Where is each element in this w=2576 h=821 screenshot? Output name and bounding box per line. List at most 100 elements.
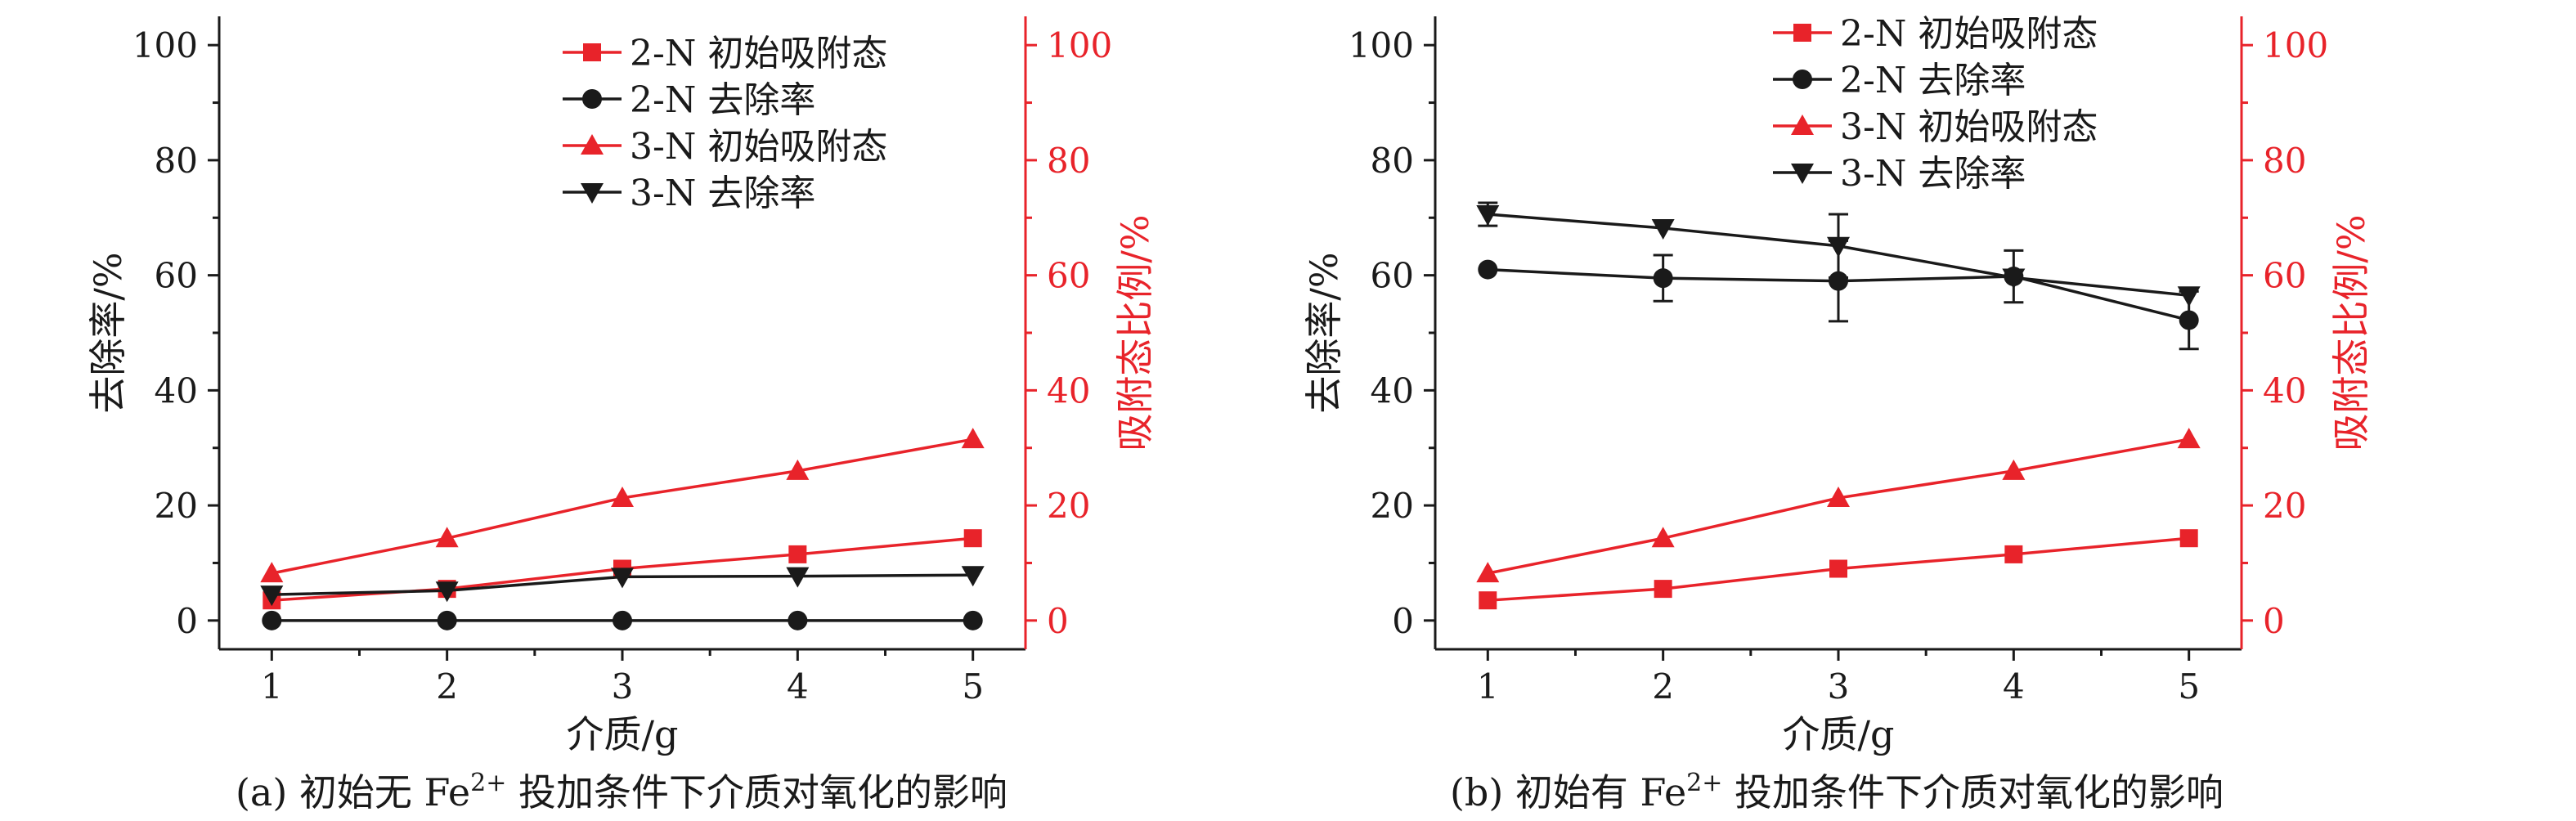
data-point bbox=[963, 529, 982, 548]
left-y-tick-label: 0 bbox=[1392, 601, 1414, 641]
x-tick-label: 4 bbox=[787, 666, 809, 707]
data-point bbox=[260, 585, 284, 607]
data-point bbox=[1829, 271, 1848, 291]
data-point bbox=[2004, 545, 2023, 563]
data-point bbox=[1653, 268, 1673, 289]
left-y-tick-label: 40 bbox=[155, 370, 198, 410]
x-tick-label: 5 bbox=[2178, 666, 2200, 707]
right-y-tick-label: 60 bbox=[2263, 256, 2306, 296]
left-y-tick-label: 80 bbox=[155, 141, 198, 181]
legend-marker bbox=[1791, 164, 1814, 184]
series-triangle-down-black bbox=[1476, 201, 2201, 307]
x-tick-label: 1 bbox=[1477, 666, 1499, 707]
legend: 2-N 初始吸附态 2-N 去除率 3-N 初始吸附态 3-N 去除率 bbox=[1773, 13, 2098, 195]
data-point bbox=[611, 486, 634, 507]
x-tick-label: 1 bbox=[261, 666, 283, 707]
legend-label: 2-N 去除率 bbox=[630, 79, 815, 121]
legend-marker bbox=[581, 134, 604, 155]
legend-label: 3-N 去除率 bbox=[1840, 153, 2026, 195]
data-point bbox=[1827, 486, 1850, 507]
data-point bbox=[1479, 591, 1497, 610]
right-y-tick-label: 20 bbox=[2263, 486, 2306, 526]
right-y-tick-label: 40 bbox=[2263, 370, 2306, 410]
data-point bbox=[2177, 286, 2201, 307]
data-point bbox=[1654, 580, 1672, 599]
x-axis-label: 介质/g bbox=[567, 712, 679, 756]
x-tick-label: 3 bbox=[1828, 666, 1850, 707]
right-y-tick-label: 80 bbox=[1047, 141, 1090, 181]
chart-panel-b: 1 2 3 4 5 0 0 20 20 40 40 60 60 80 80 100 100 介质/g 去除率/% 吸附… bbox=[1302, 13, 2373, 814]
x-tick-label: 3 bbox=[612, 666, 634, 707]
data-point bbox=[1651, 527, 1675, 548]
left-y-axis-label: 去除率/% bbox=[86, 252, 130, 413]
data-point bbox=[2179, 310, 2199, 330]
legend-label: 2-N 初始吸附态 bbox=[1840, 13, 2098, 55]
panel-caption: (b) 初始有 Fe2+ 投加条件下介质对氧化的影响 bbox=[1450, 769, 2224, 814]
data-point bbox=[435, 527, 459, 548]
left-y-tick-label: 100 bbox=[132, 25, 198, 65]
data-point bbox=[260, 562, 284, 583]
data-point bbox=[1829, 559, 1847, 578]
series-triangle-up-red bbox=[1476, 428, 2201, 583]
data-point bbox=[786, 459, 810, 480]
data-point bbox=[1478, 259, 1498, 280]
right-y-tick-label: 100 bbox=[2263, 25, 2328, 65]
data-point bbox=[1476, 205, 1500, 227]
data-point bbox=[2179, 529, 2198, 548]
legend-label: 2-N 去除率 bbox=[1840, 60, 2026, 101]
right-y-tick-label: 40 bbox=[1047, 370, 1090, 410]
caption-superscript: 2+ bbox=[1686, 769, 1722, 797]
left-y-tick-label: 40 bbox=[1371, 370, 1414, 410]
right-y-tick-label: 20 bbox=[1047, 486, 1090, 526]
legend: 2-N 初始吸附态 2-N 去除率 3-N 初始吸附态 3-N 去除率 bbox=[563, 33, 887, 214]
x-tick-label: 2 bbox=[1652, 666, 1674, 707]
legend-marker bbox=[583, 43, 601, 61]
left-y-tick-label: 20 bbox=[1371, 486, 1414, 526]
x-axis-label: 介质/g bbox=[1783, 712, 1895, 756]
data-point bbox=[613, 610, 632, 630]
legend-label: 3-N 初始吸附态 bbox=[630, 126, 887, 168]
data-point bbox=[2002, 459, 2026, 480]
caption-text: 投加条件下介质对氧化的影响 bbox=[506, 770, 1008, 814]
series-circle-black bbox=[262, 610, 983, 630]
left-y-tick-label: 100 bbox=[1349, 25, 1414, 65]
x-tick-label: 2 bbox=[436, 666, 458, 707]
data-point bbox=[262, 610, 282, 630]
data-point bbox=[435, 581, 459, 603]
left-y-tick-label: 0 bbox=[176, 601, 198, 641]
right-y-tick-label: 0 bbox=[1047, 601, 1069, 641]
right-y-axis-label: 吸附态比例/% bbox=[1113, 214, 1157, 451]
data-point bbox=[788, 545, 807, 563]
legend-label: 3-N 初始吸附态 bbox=[1840, 106, 2098, 148]
legend-marker bbox=[1791, 114, 1814, 135]
series-square-red bbox=[1479, 529, 2198, 610]
series-triangle-up-red bbox=[260, 428, 985, 583]
data-point bbox=[611, 568, 634, 589]
data-point bbox=[963, 610, 983, 630]
series-triangle-down-black bbox=[260, 566, 985, 607]
left-y-tick-label: 20 bbox=[155, 486, 198, 526]
data-point bbox=[1651, 218, 1675, 240]
legend-label: 2-N 初始吸附态 bbox=[630, 33, 887, 74]
data-point bbox=[437, 610, 457, 630]
caption-text: 投加条件下介质对氧化的影响 bbox=[1722, 770, 2224, 814]
right-y-tick-label: 80 bbox=[2263, 141, 2306, 181]
legend-marker bbox=[1793, 70, 1812, 89]
legend-label: 3-N 去除率 bbox=[630, 173, 815, 214]
left-y-tick-label: 60 bbox=[1371, 256, 1414, 296]
caption-superscript: 2+ bbox=[470, 769, 506, 797]
caption-text: (a) 初始无 Fe bbox=[236, 770, 470, 814]
left-y-axis-label: 去除率/% bbox=[1302, 252, 1346, 413]
data-point bbox=[961, 428, 985, 449]
data-point bbox=[786, 567, 810, 588]
x-tick-label: 5 bbox=[962, 666, 984, 707]
x-tick-label: 4 bbox=[2003, 666, 2025, 707]
legend-marker bbox=[1793, 24, 1811, 42]
legend-marker bbox=[581, 183, 604, 204]
right-y-axis-label: 吸附态比例/% bbox=[2329, 214, 2373, 451]
panel-caption: (a) 初始无 Fe2+ 投加条件下介质对氧化的影响 bbox=[236, 769, 1008, 814]
caption-text: (b) 初始有 Fe bbox=[1450, 770, 1686, 814]
right-y-tick-label: 0 bbox=[2263, 601, 2285, 641]
legend-marker bbox=[582, 89, 602, 109]
